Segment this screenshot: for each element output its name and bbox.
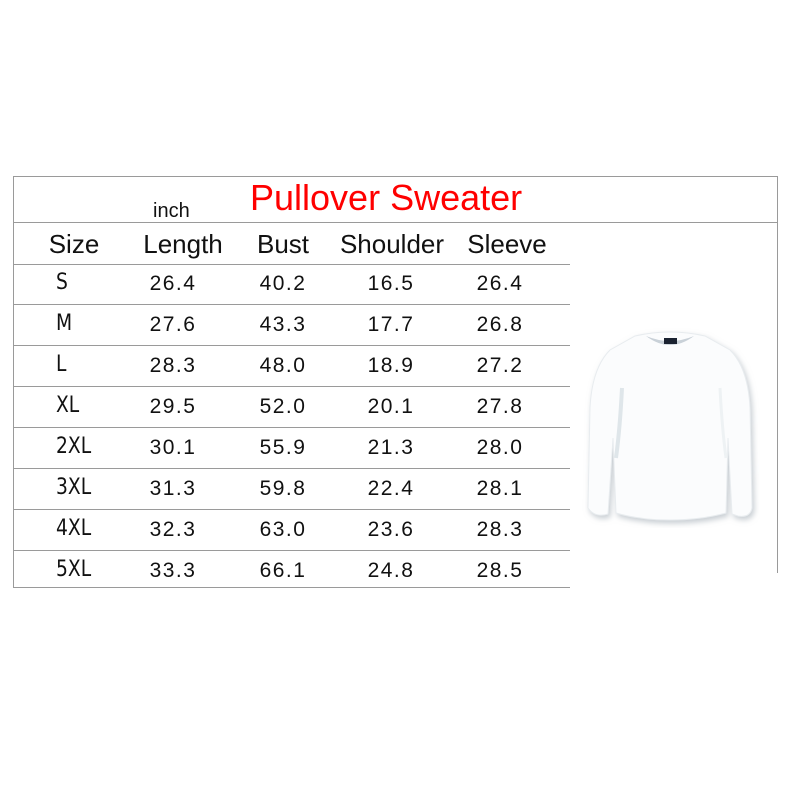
size-cell: S: [56, 270, 68, 295]
value-cell: 16.5: [367, 272, 415, 295]
value-cell: 28.0: [476, 436, 524, 459]
value-cell: 28.5: [476, 559, 524, 582]
column-header: Sleeve: [467, 229, 547, 259]
row-divider: [13, 386, 570, 387]
value-cell: 28.1: [476, 477, 524, 500]
value-cell: 28.3: [149, 354, 197, 377]
row-divider: [13, 587, 570, 588]
value-cell: 30.1: [149, 436, 197, 459]
sweatshirt-image: [587, 331, 753, 521]
value-cell: 20.1: [367, 395, 415, 418]
value-cell: 59.8: [259, 477, 307, 500]
header-divider: [13, 264, 570, 265]
value-cell: 26.4: [149, 272, 197, 295]
value-cell: 27.6: [149, 313, 197, 336]
frame-left: [13, 176, 14, 587]
value-cell: 28.3: [476, 518, 524, 541]
value-cell: 17.7: [367, 313, 415, 336]
value-cell: 26.4: [476, 272, 524, 295]
title-divider: [13, 222, 778, 223]
row-divider: [13, 345, 570, 346]
frame-top: [13, 176, 778, 177]
unit-label: inch: [153, 200, 190, 222]
row-divider: [13, 427, 570, 428]
value-cell: 33.3: [149, 559, 197, 582]
size-cell: 2XL: [56, 434, 92, 459]
value-cell: 26.8: [476, 313, 524, 336]
size-cell: L: [56, 352, 67, 377]
value-cell: 27.2: [476, 354, 524, 377]
size-cell: M: [56, 311, 73, 336]
chart-title: Pullover Sweater: [250, 177, 523, 218]
size-cell: 3XL: [56, 475, 92, 500]
value-cell: 52.0: [259, 395, 307, 418]
column-header: Shoulder: [339, 229, 445, 259]
value-cell: 23.6: [367, 518, 415, 541]
value-cell: 32.3: [149, 518, 197, 541]
value-cell: 40.2: [259, 272, 307, 295]
row-divider: [13, 468, 570, 469]
value-cell: 31.3: [149, 477, 197, 500]
value-cell: 27.8: [476, 395, 524, 418]
value-cell: 21.3: [367, 436, 415, 459]
row-divider: [13, 304, 570, 305]
column-header: Size: [48, 229, 100, 259]
frame-right: [777, 176, 778, 573]
row-divider: [13, 550, 570, 551]
size-cell: 5XL: [56, 557, 92, 582]
value-cell: 29.5: [149, 395, 197, 418]
value-cell: 18.9: [367, 354, 415, 377]
value-cell: 66.1: [259, 559, 307, 582]
column-header: Length: [143, 229, 223, 259]
value-cell: 43.3: [259, 313, 307, 336]
row-divider: [13, 509, 570, 510]
value-cell: 22.4: [367, 477, 415, 500]
value-cell: 48.0: [259, 354, 307, 377]
value-cell: 55.9: [259, 436, 307, 459]
column-header: Bust: [256, 229, 310, 259]
value-cell: 63.0: [259, 518, 307, 541]
size-cell: XL: [56, 393, 80, 418]
value-cell: 24.8: [367, 559, 415, 582]
size-cell: 4XL: [56, 516, 92, 541]
